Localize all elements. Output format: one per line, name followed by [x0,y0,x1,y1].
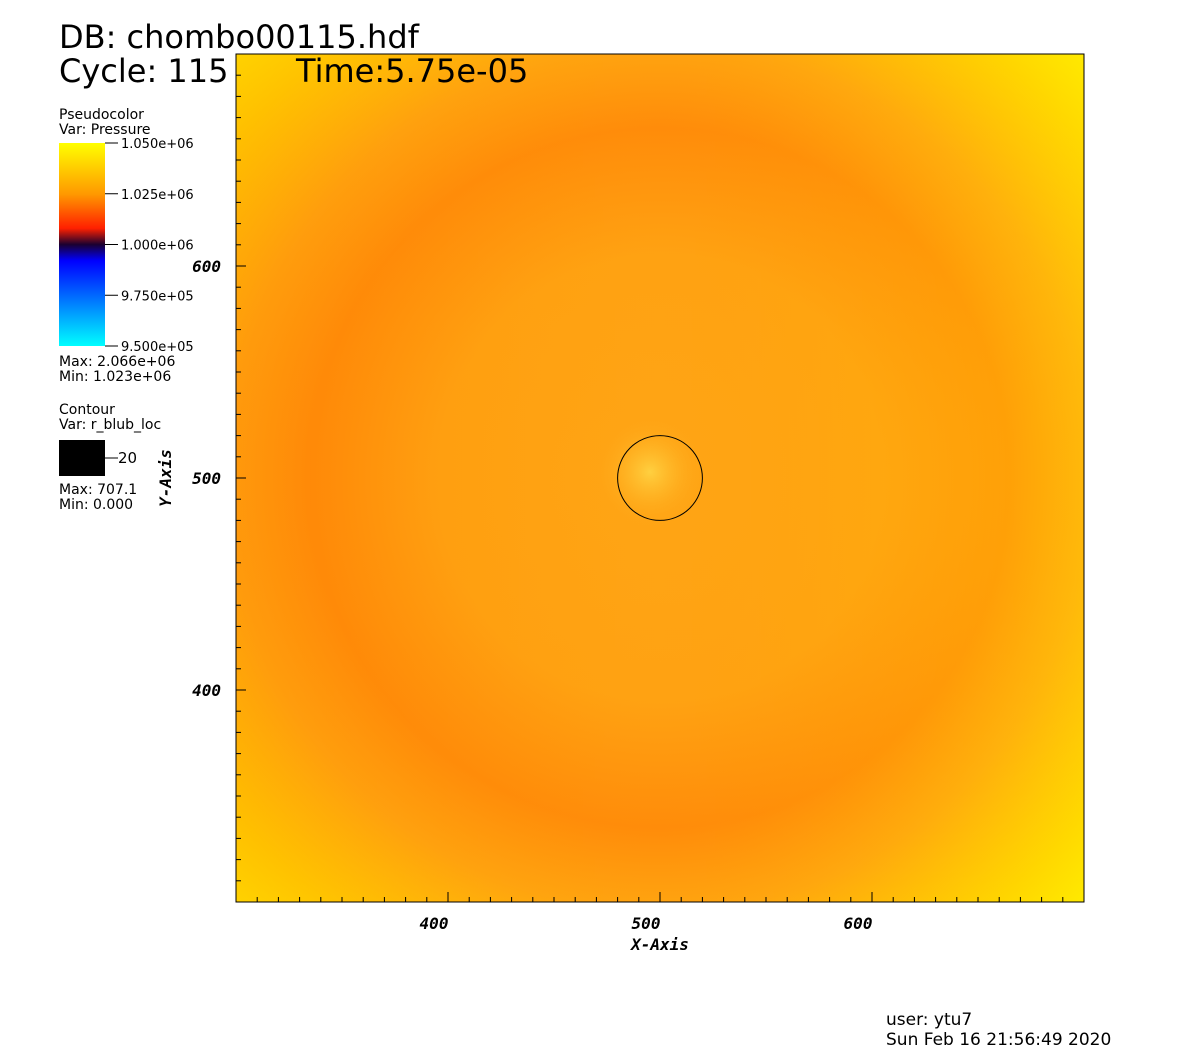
x-axis-label: X-Axis [629,935,689,954]
y-tick-label: 500 [192,469,221,488]
x-tick-label: 500 [632,914,661,933]
legend-var: Var: Pressure [59,122,151,138]
colorbar-tick-label: 9.500e+05 [121,340,194,355]
colorbar-tick-label: 1.050e+06 [121,137,194,152]
colorbar [59,143,105,346]
cycle: Cycle: 115 [59,52,228,90]
y-tick-label: 400 [192,681,221,700]
blob [595,417,705,527]
colorbar-tick-label: 1.000e+06 [121,239,194,254]
date: Sun Feb 16 21:56:49 2020 [886,1030,1111,1050]
contour-legend-label: 20 [118,449,137,467]
contour-min: Min: 0.000 [59,497,133,513]
colorbar-tick-label: 9.750e+05 [121,289,194,304]
time: Time:5.75e-05 [295,52,528,90]
y-axis-label: Y-Axis [156,449,175,507]
x-tick-label: 400 [420,914,449,933]
contour-var: Var: r_blub_loc [59,417,161,433]
y-tick-label: 600 [192,257,221,276]
legend-title: Pseudocolor [59,107,144,123]
contour-title: Contour [59,402,115,418]
colorbar-tick-label: 1.025e+06 [121,188,194,203]
user: user: ytu7 [886,1010,972,1030]
contour-max: Max: 707.1 [59,482,137,498]
x-tick-label: 600 [844,914,873,933]
legend-max: Max: 2.066e+06 [59,354,175,370]
contour-swatch [59,440,105,476]
contour-line [617,435,703,521]
legend-min: Min: 1.023e+06 [59,369,171,385]
title: DB: chombo00115.hdf [59,18,420,56]
